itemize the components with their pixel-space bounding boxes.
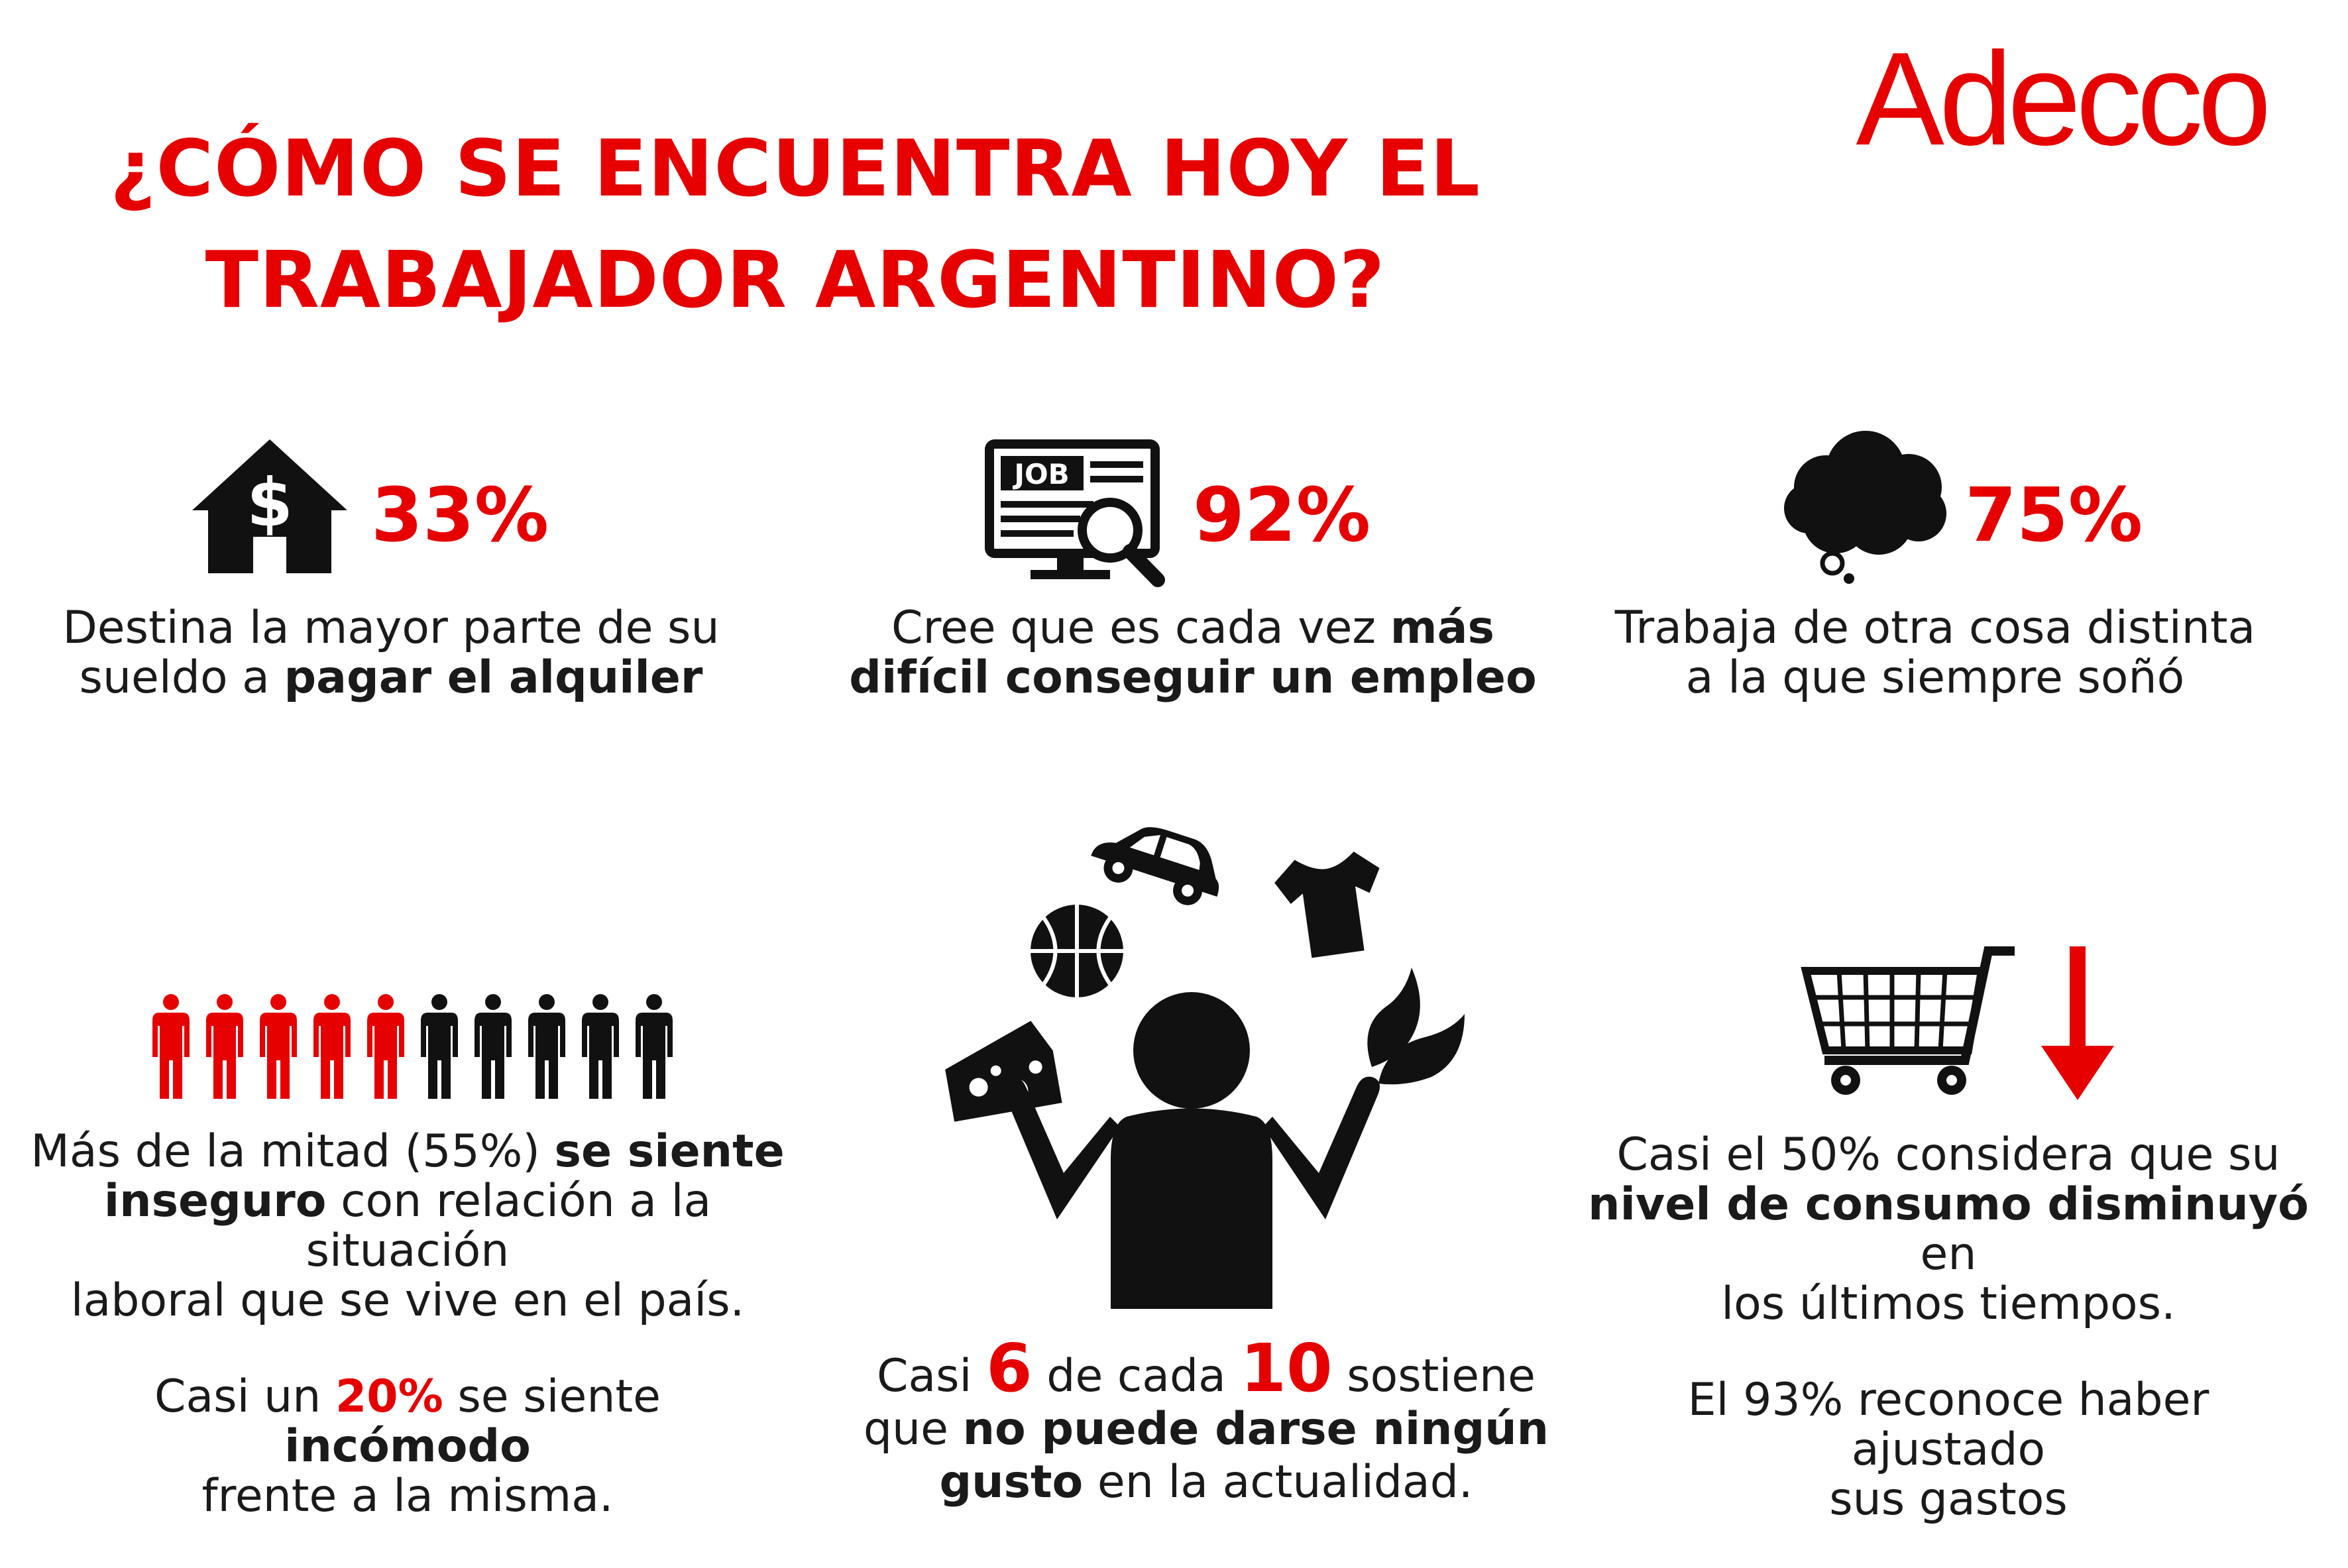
- adecco-logo-text: Adecco: [1856, 33, 2266, 166]
- insecure-l1a: Más de la mitad (55%): [30, 1125, 540, 1178]
- rent-text-bold: pagar el alquiler: [284, 651, 703, 704]
- people-icon: [151, 994, 695, 1100]
- treats-description: Casi 6 de cada 10 sostiene que no puede …: [762, 1335, 1650, 1509]
- svg-text:$: $: [247, 464, 293, 541]
- page-title-line-2: TRABAJADOR ARGENTINO?: [205, 234, 1386, 325]
- basketball-icon: [1031, 905, 1123, 997]
- page-title-line-1: ¿CÓMO SE ENCUENTRA HOY EL: [110, 123, 1481, 214]
- dream-percentage: 75%: [1965, 473, 2143, 559]
- treats-num-a: 6: [986, 1329, 1033, 1407]
- consumption-l3: los últimos tiempos.: [1721, 1278, 2176, 1330]
- insecure-l4c: se siente: [457, 1371, 661, 1423]
- car-icon: [1091, 827, 1219, 905]
- person-icon: [636, 994, 673, 1099]
- job-text-a: Cree que es cada vez: [891, 602, 1376, 654]
- rent-description: Destina la mayor parte de su sueldo a pa…: [46, 603, 736, 702]
- rent-text-b: sueldo a: [79, 651, 270, 704]
- person-icon: [582, 994, 619, 1099]
- tshirt-icon: [1274, 852, 1380, 958]
- treats-l2b: no puede darse ningún: [962, 1403, 1549, 1455]
- person-figure: [1002, 992, 1380, 1309]
- insecure-l5: frente a la misma.: [201, 1470, 614, 1522]
- juggling-person-icon: [921, 815, 1471, 1319]
- person-icon: [528, 994, 565, 1099]
- svg-text:JOB: JOB: [1012, 458, 1069, 490]
- insecure-l2b: con relación a la situación: [306, 1175, 712, 1277]
- dream-text-b: a la que siempre soñó: [1685, 651, 2185, 704]
- house-dollar-icon: $: [187, 434, 353, 577]
- person-icon: [475, 994, 512, 1099]
- job-text-bold-b: difícil conseguir un empleo: [849, 651, 1537, 704]
- consumption-description: Casi el 50% considera que su nivel de co…: [1584, 1130, 2313, 1524]
- dream-description: Trabaja de otra cosa distinta a la que s…: [1591, 603, 2280, 702]
- treats-l1a: Casi: [876, 1350, 972, 1402]
- treats-l1b: de cada: [1046, 1350, 1226, 1402]
- job-text-bold-a: más: [1390, 602, 1494, 654]
- person-icon: [367, 994, 404, 1099]
- cheese-icon: [945, 1021, 1062, 1122]
- job-description: Cree que es cada vez más difícil consegu…: [842, 603, 1544, 702]
- adecco-logo: Adecco: [1816, 33, 2306, 166]
- down-arrow-icon: [2038, 946, 2117, 1102]
- treats-num-b: 10: [1240, 1329, 1333, 1407]
- consumption-l2a: nivel de consumo disminuyó: [1588, 1178, 2309, 1231]
- consumption-l4: El 93% reconoce haber ajustado: [1687, 1374, 2209, 1476]
- consumption-l5: sus gastos: [1829, 1473, 2068, 1526]
- treats-l2a: que: [863, 1403, 948, 1455]
- person-icon: [421, 994, 458, 1099]
- insecure-l1b: se siente: [554, 1125, 785, 1178]
- consumption-l1: Casi el 50% considera que su: [1616, 1129, 2280, 1181]
- insecure-l4a: Casi un: [154, 1371, 321, 1423]
- dream-text-a: Trabaja de otra cosa distinta: [1614, 602, 2256, 654]
- treats-l3b: en la actualidad.: [1097, 1456, 1473, 1508]
- insecure-l4d: incómodo: [284, 1420, 531, 1473]
- rent-text-a: Destina la mayor parte de su: [62, 602, 720, 654]
- insecure-description: Más de la mitad (55%) se siente inseguro…: [27, 1127, 789, 1521]
- leaves-icon: [1367, 968, 1465, 1085]
- consumption-l2b: en: [1920, 1228, 1977, 1280]
- treats-l3a: gusto: [939, 1456, 1084, 1508]
- page-title: ¿CÓMO SE ENCUENTRA HOY EL TRABAJADOR ARG…: [99, 113, 1491, 335]
- rent-percentage: 33%: [371, 473, 549, 559]
- thought-cloud-icon: [1779, 427, 1952, 587]
- shopping-cart-icon: [1796, 944, 2015, 1103]
- person-icon: [152, 994, 190, 1099]
- insecure-l2a: inseguro: [103, 1175, 327, 1227]
- person-icon: [260, 994, 297, 1099]
- insecure-l3: laboral que se vive en el país.: [70, 1274, 745, 1327]
- job-percentage: 92%: [1193, 473, 1371, 559]
- person-icon: [206, 994, 243, 1099]
- treats-l1c: sostiene: [1347, 1350, 1536, 1402]
- insecure-l4b: 20%: [335, 1371, 443, 1423]
- person-icon: [313, 994, 351, 1099]
- job-search-icon: JOB: [984, 437, 1170, 590]
